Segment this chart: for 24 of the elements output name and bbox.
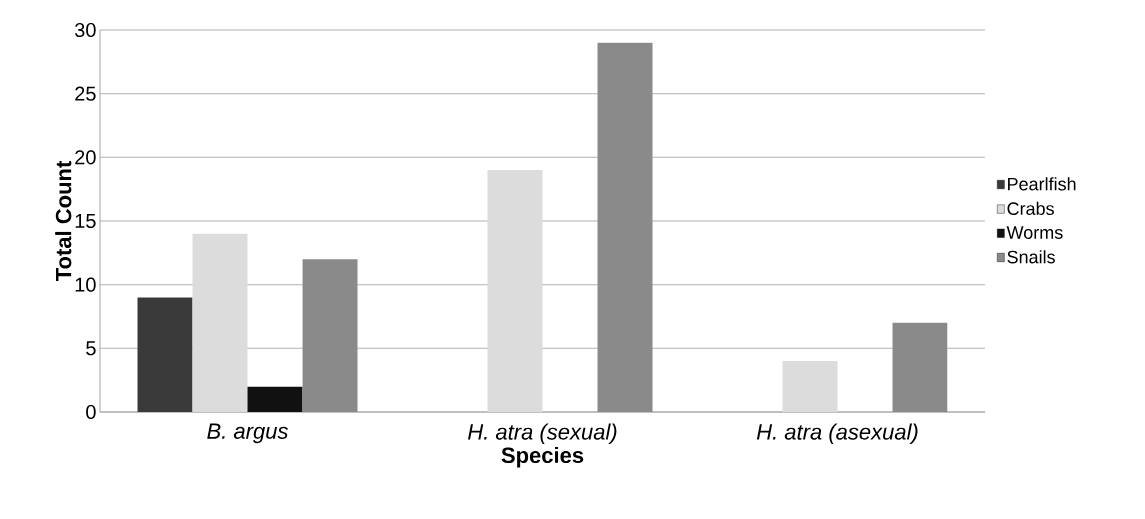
y-tick-label: 0 (86, 404, 96, 420)
bar (597, 42, 653, 412)
bar (302, 259, 358, 412)
y-tick-label: 5 (86, 341, 96, 356)
y-tick-label: 30 (74, 22, 96, 38)
legend-label: Crabs (1007, 201, 1054, 215)
legend-label: Pearlfish (1008, 177, 1076, 191)
x-axis-title: Species (501, 446, 584, 468)
x-tick-label: H. atra (asexual) (756, 423, 918, 445)
y-tick-label: 25 (75, 86, 96, 101)
y-tick-label: 10 (75, 277, 96, 292)
y-tick-label: 20 (75, 150, 96, 165)
legend-label: Snails (1007, 250, 1055, 264)
bar (192, 233, 248, 412)
bar (892, 322, 948, 412)
bar (247, 386, 303, 412)
legend-label: Worms (1006, 226, 1063, 239)
bar (782, 361, 838, 412)
x-tick-label: H. atra (sexual) (467, 423, 617, 445)
y-axis-title: Total Count (55, 160, 72, 282)
y-tick-label: 15 (75, 214, 96, 228)
x-tick-label: B. argus (207, 423, 288, 444)
bar (487, 170, 543, 412)
bar (137, 297, 193, 412)
